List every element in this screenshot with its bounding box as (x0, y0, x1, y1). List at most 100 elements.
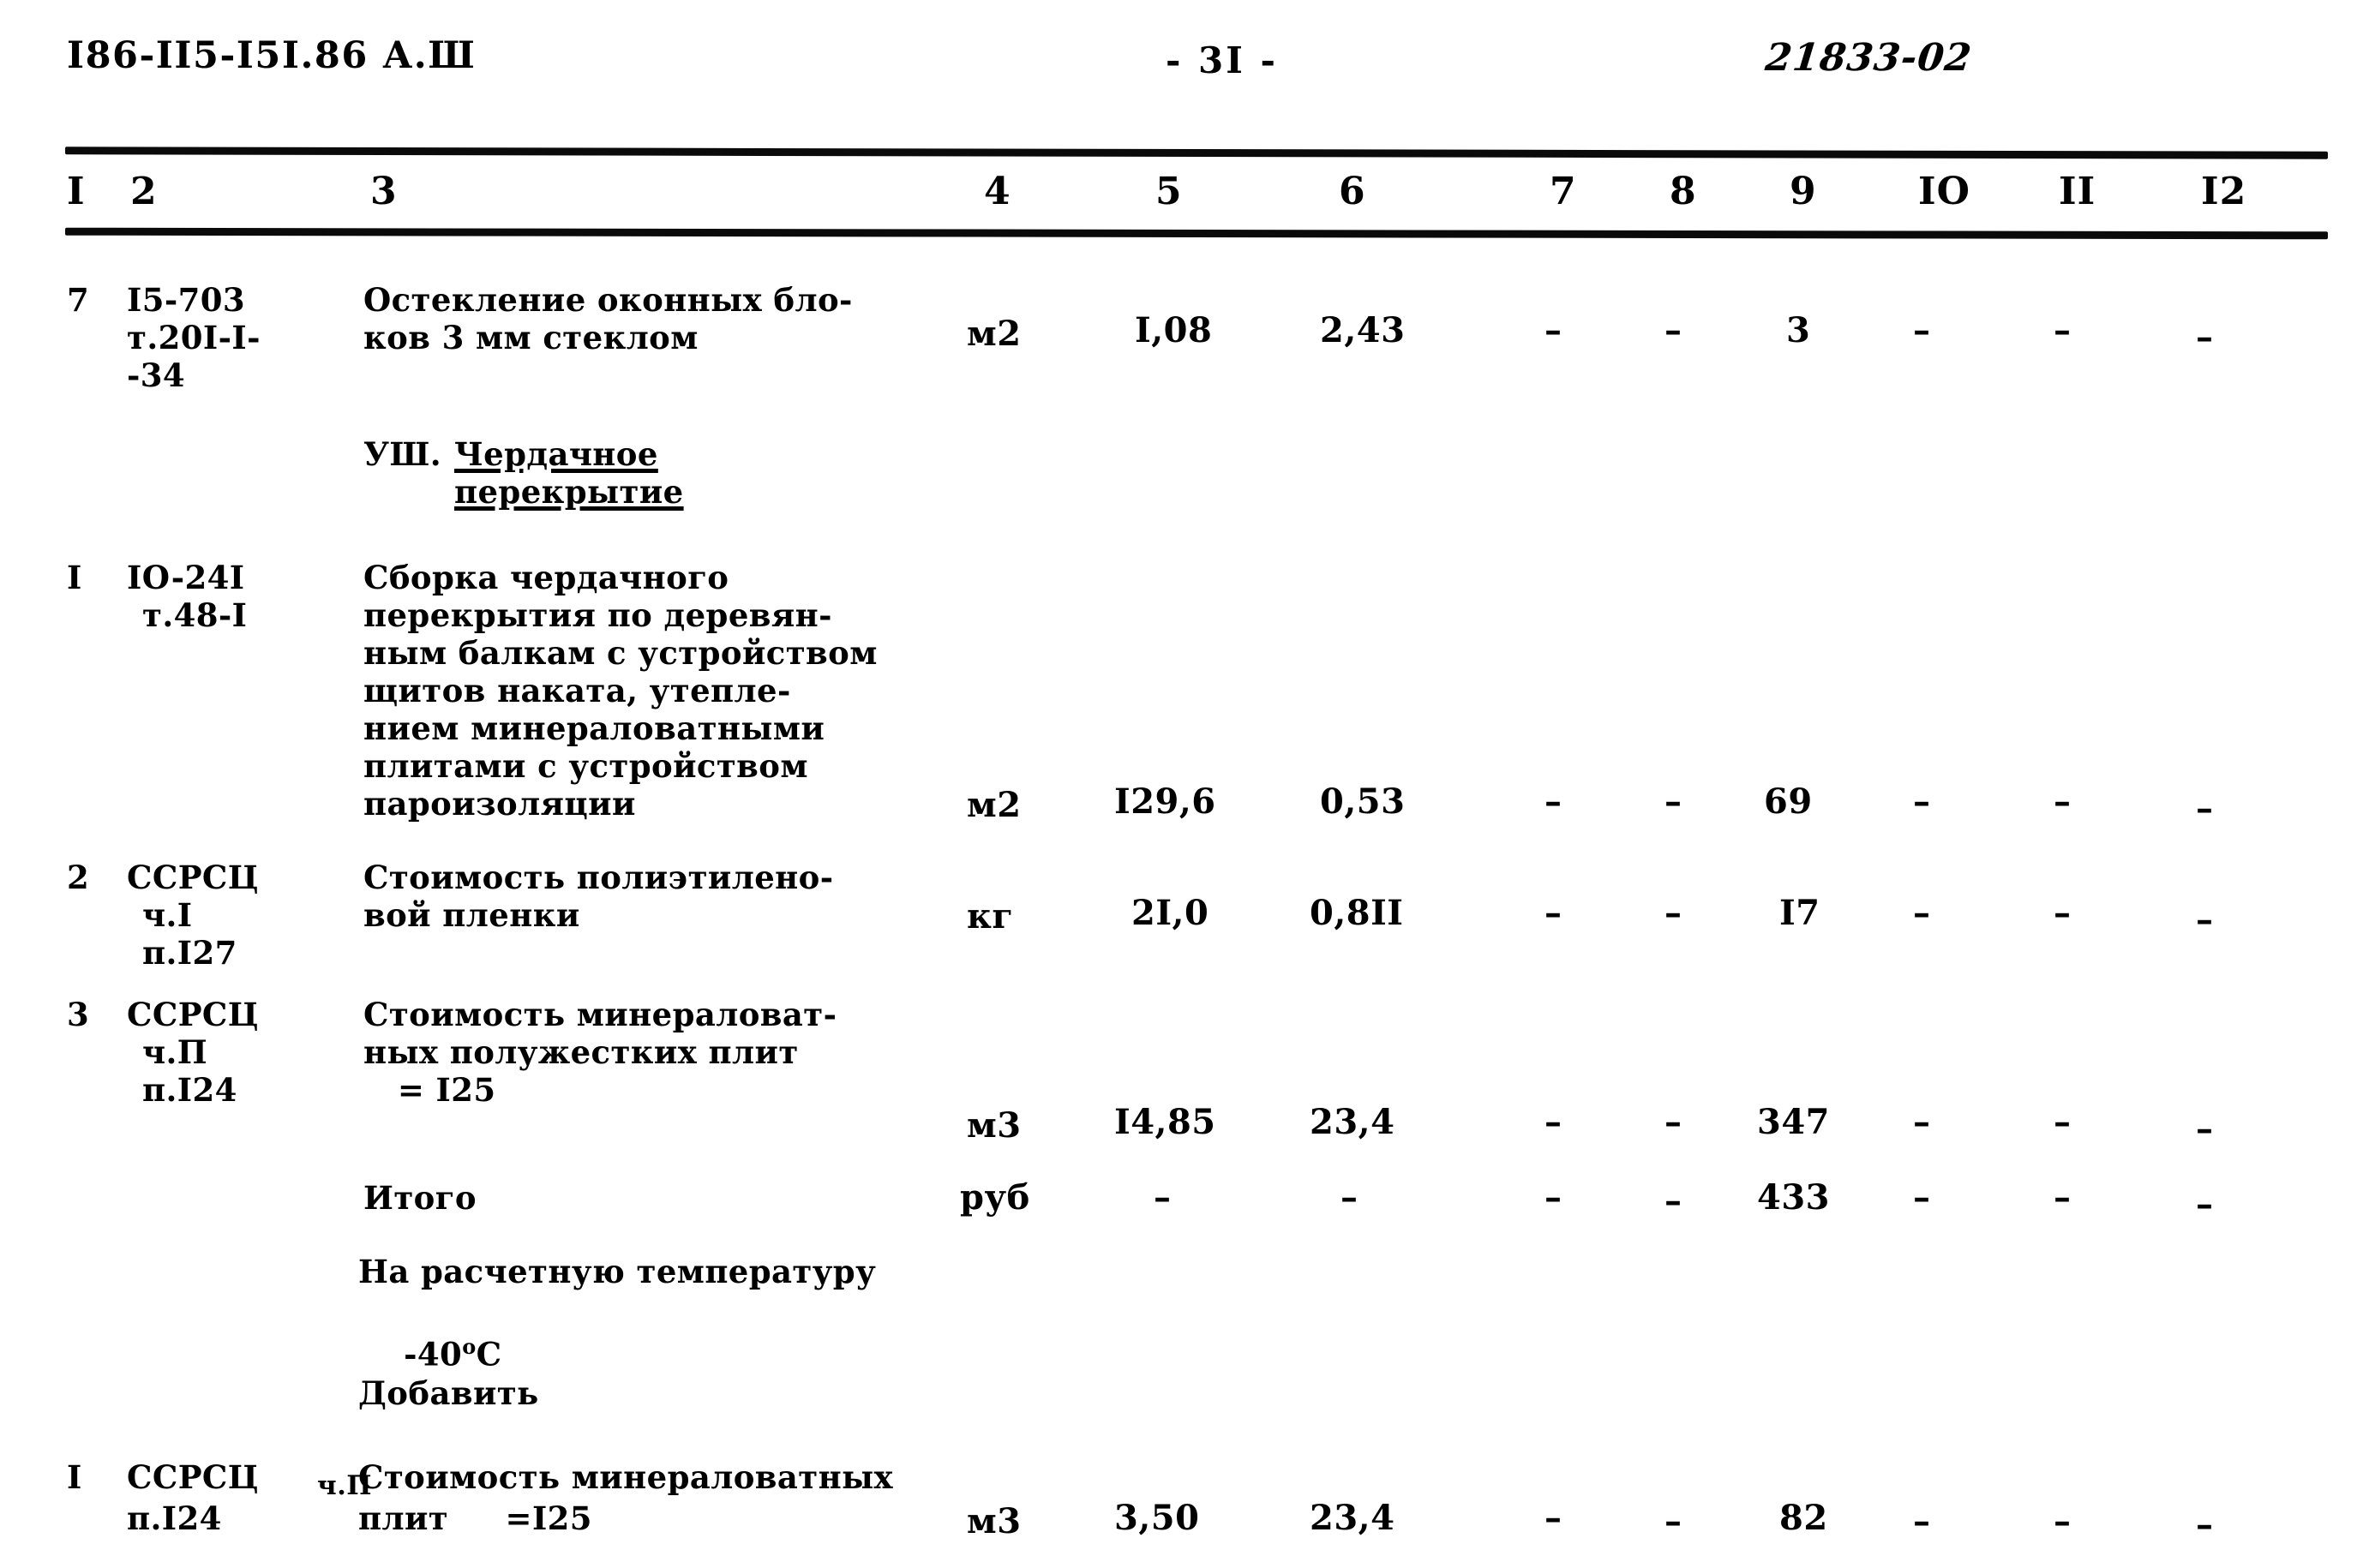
row-description-line: Стоимость минераловатных (358, 1458, 894, 1496)
column-header-7: 7 (1550, 170, 1577, 213)
total-col8: – (1664, 1181, 1682, 1221)
row-description-line: ным балкам с устройством (363, 634, 878, 672)
row-col10: – (1913, 893, 1930, 933)
total-label: Итого (363, 1179, 477, 1217)
row-number: I (67, 1458, 82, 1496)
total-col12: – (2196, 1184, 2213, 1224)
row-col10: – (1913, 310, 1930, 350)
row-description-line: плит =I25 (358, 1499, 592, 1537)
row-code-part2: ч.П (317, 1470, 372, 1501)
row-description-line: = I25 (363, 1071, 496, 1109)
row-unit: м2 (967, 785, 1022, 825)
row-col12: – (2196, 1505, 2213, 1545)
row-description-line: Стоимость полиэтилено- (363, 859, 834, 896)
row-description-line: вой пленки (363, 896, 580, 934)
row-description-line: ных полужестких плит (363, 1033, 799, 1071)
row-description-line: плитами с устройством (363, 747, 808, 785)
row-number: 7 (67, 281, 90, 319)
row-description-line: Остекление оконных бло- (363, 281, 853, 319)
row-col10: – (1913, 1501, 1930, 1541)
column-header-11: II (2059, 170, 2096, 213)
row-code-line: ч.I (142, 896, 193, 934)
column-header-3: 3 (370, 170, 398, 213)
row-code-line: ССРСЦ (127, 1458, 259, 1496)
row-col7: – (1544, 1102, 1562, 1142)
row-col8: – (1664, 1501, 1682, 1541)
row-col8: – (1664, 1102, 1682, 1142)
row-description-line: Сборка чердачного (363, 559, 729, 596)
row-unit: м3 (967, 1501, 1022, 1541)
row-description-line: нием минераловатными (363, 709, 825, 747)
row-number: I (67, 559, 82, 596)
total-col7: – (1544, 1177, 1562, 1218)
row-code-line: ССРСЦ (127, 859, 259, 896)
table-top-rule (64, 147, 2329, 159)
row-col7: – (1544, 310, 1562, 350)
add-label: Добавить (358, 1374, 539, 1412)
row-col10: – (1913, 781, 1930, 822)
row-col10: – (1913, 1102, 1930, 1142)
row-code-line: п.I27 (142, 934, 237, 972)
row-code-line: -34 (127, 356, 186, 394)
row-col9: 3 (1786, 310, 1811, 350)
total-col10: – (1913, 1177, 1930, 1218)
column-header-10: IO (1918, 170, 1970, 213)
row-col6: 2,43 (1320, 310, 1406, 350)
row-code-line: IO-24I (127, 559, 245, 596)
row-unit: м2 (967, 314, 1022, 354)
row-description-line: пароизоляции (363, 785, 636, 823)
row-code-line: т.48-I (142, 596, 248, 634)
temperature-value: -40 (404, 1335, 463, 1373)
row-col11: – (2054, 781, 2071, 822)
total-unit: руб (960, 1177, 1030, 1218)
row-col11: – (2054, 1501, 2071, 1541)
column-header-8: 8 (1670, 170, 1697, 213)
table-header-bottom-rule (64, 227, 2329, 240)
row-col12: – (2196, 900, 2213, 940)
row-code-line: ССРСЦ (127, 996, 259, 1033)
row-col9: I7 (1779, 893, 1820, 933)
row-unit: кг (967, 896, 1014, 937)
row-col5: I29,6 (1114, 781, 1216, 822)
row-col6: 23,4 (1310, 1102, 1395, 1142)
row-col8: – (1664, 781, 1682, 822)
temperature-scale: С (476, 1335, 502, 1373)
row-col11: – (2054, 893, 2071, 933)
row-col12: – (2196, 1109, 2213, 1149)
row-description-line: Стоимость минераловат- (363, 996, 837, 1033)
row-col5: I4,85 (1114, 1102, 1216, 1142)
row-col8: – (1664, 893, 1682, 933)
document-code: I86-II5-I5I.86 А.Ш (67, 34, 477, 77)
row-col9: 69 (1764, 781, 1813, 822)
column-header-9: 9 (1790, 170, 1817, 213)
row-col9: 347 (1757, 1102, 1830, 1142)
row-col9: 82 (1779, 1498, 1828, 1538)
row-code-line: т.20I-I- (127, 319, 261, 356)
row-col8: – (1664, 310, 1682, 350)
total-col9: 433 (1757, 1177, 1830, 1218)
row-code-line: ч.П (142, 1033, 208, 1071)
row-col11: – (2054, 1102, 2071, 1142)
column-header-6: 6 (1339, 170, 1366, 213)
row-code-line: п.I24 (142, 1071, 237, 1109)
section-heading-line2: перекрытие (454, 473, 684, 511)
total-col5: – (1154, 1177, 1171, 1218)
row-unit: м3 (967, 1105, 1022, 1146)
section-heading-line1: Чердачное (454, 435, 658, 473)
total-col6: – (1340, 1177, 1358, 1218)
row-col5: 2I,0 (1131, 893, 1209, 933)
document-stamp: 21833-02 (1763, 36, 1975, 80)
row-description-line: перекрытия по деревян- (363, 596, 832, 634)
column-header-2: 2 (130, 170, 158, 213)
total-col11: – (2054, 1177, 2071, 1218)
page-number: - 3I - (1166, 39, 1278, 81)
row-code-line: п.I24 (127, 1499, 222, 1537)
column-header-5: 5 (1155, 170, 1183, 213)
degree-icon: о (462, 1334, 477, 1359)
row-col7: – (1544, 1498, 1562, 1538)
temperature-note-line2: -40оС (358, 1290, 501, 1410)
row-col6: 23,4 (1310, 1498, 1395, 1538)
column-header-12: I2 (2201, 170, 2247, 213)
row-number: 2 (67, 859, 90, 896)
